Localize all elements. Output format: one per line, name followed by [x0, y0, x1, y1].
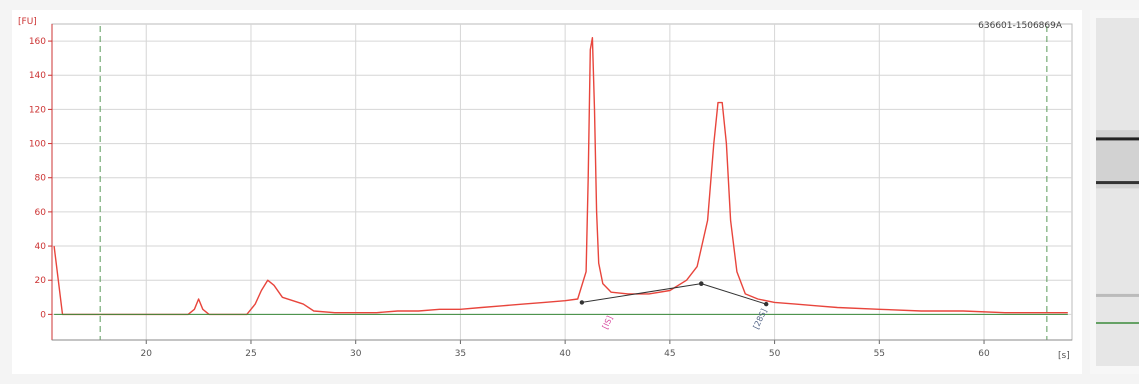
peak-baseline: [701, 283, 767, 305]
series: [53, 37, 1068, 316]
gel-lower-band: [1096, 181, 1139, 185]
peak-baseline: [581, 283, 702, 303]
grid: [51, 23, 1073, 341]
tick-label-y: 160: [29, 37, 46, 47]
tick-label-y: 100: [29, 140, 46, 150]
peak-label: [IS]: [601, 314, 615, 330]
tick-label-x: 40: [559, 349, 571, 359]
tick-label-x: 45: [664, 349, 675, 359]
tick-label-x: 25: [245, 349, 256, 359]
axis-ticks: 0 20 40 60 80 100 120 140 160 20 25 30 35 40 45 50 55 60: [29, 24, 1072, 359]
tick-label-y: 60: [35, 208, 47, 218]
tick-label-x: 55: [874, 349, 885, 359]
sample-id-label: 636601-1506869A: [978, 21, 1063, 31]
tick-label-x: 20: [141, 349, 153, 359]
tick-label-y: 20: [35, 276, 47, 286]
gel-lane: [1096, 18, 1139, 366]
tick-label-x: 60: [978, 349, 990, 359]
x-axis-label: [s]: [1058, 351, 1070, 361]
tick-label-y: 80: [35, 174, 47, 184]
tick-label-x: 50: [769, 349, 781, 359]
gel-lane-background: [1096, 18, 1139, 366]
gel-image-strip: [1090, 10, 1139, 374]
y-axis-label: [FU]: [18, 17, 37, 27]
fluorescence-trace: [53, 37, 1068, 316]
tick-label-y: 0: [40, 310, 46, 320]
tick-label-y: 40: [35, 242, 47, 252]
tick-label-x: 30: [350, 349, 362, 359]
baseline-point: [699, 281, 704, 286]
electropherogram-panel: 0 20 40 60 80 100 120 140 160 20 25 30 35 40 45 50 55 60 …: [12, 10, 1082, 374]
tick-label-y: 120: [29, 105, 46, 115]
peak-label: [28S]: [751, 307, 768, 330]
tick-label-x: 35: [455, 349, 466, 359]
gel-upper-band: [1096, 137, 1139, 141]
plot-frame: [51, 23, 1073, 341]
baseline-point: [764, 301, 769, 307]
baseline-point: [579, 300, 585, 305]
tick-label-y: 140: [29, 71, 46, 81]
gel-faint-band: [1096, 293, 1139, 297]
